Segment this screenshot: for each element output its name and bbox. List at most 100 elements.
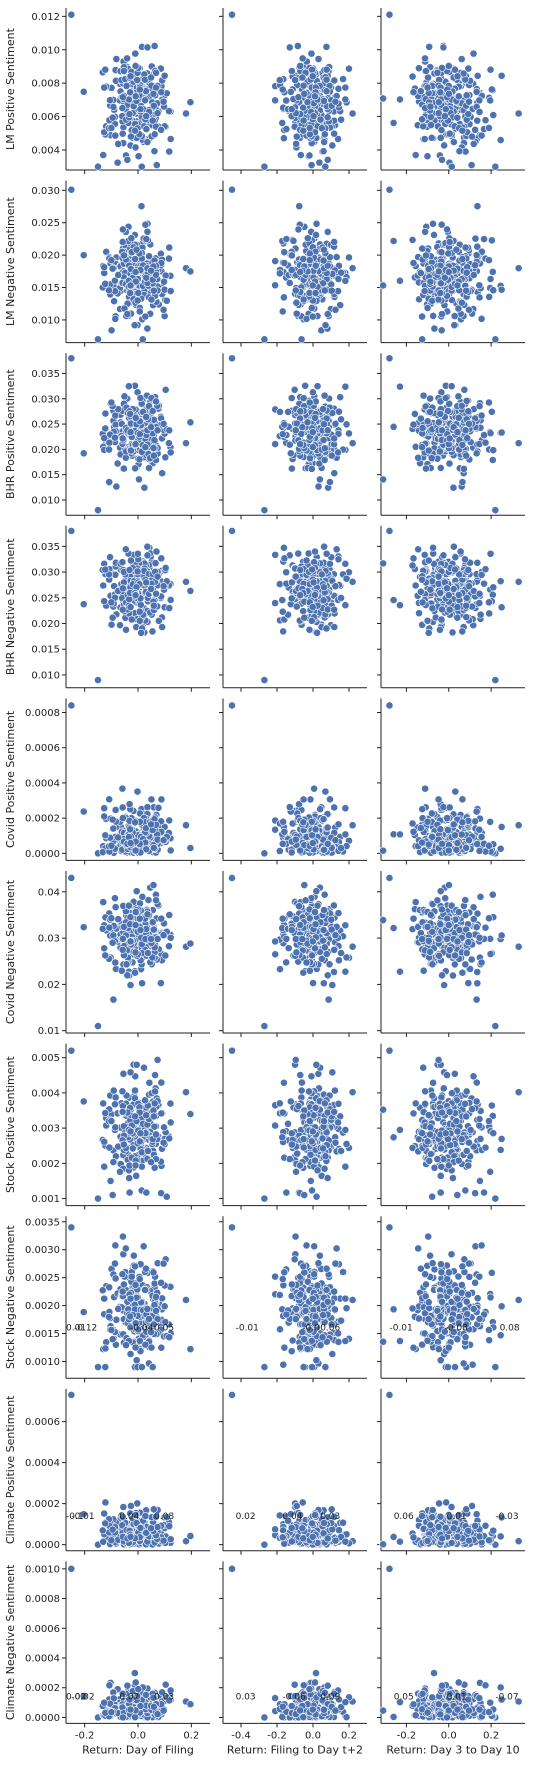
scatter-point bbox=[491, 506, 500, 515]
scatter-point bbox=[319, 815, 328, 824]
scatter-point bbox=[485, 256, 493, 265]
scatter-point bbox=[291, 286, 300, 295]
scatter-point bbox=[436, 825, 445, 834]
scatter-point bbox=[437, 248, 446, 257]
y-axis-label: Covid Negative Sentiment bbox=[4, 879, 17, 1024]
scatter-point bbox=[419, 391, 428, 400]
scatter-point bbox=[471, 817, 480, 826]
scatter-point bbox=[385, 185, 394, 194]
scatter-point bbox=[79, 923, 88, 932]
scatter-point bbox=[118, 434, 127, 443]
scatter-point bbox=[487, 407, 496, 416]
scatter-point bbox=[415, 609, 423, 618]
scatter-point bbox=[331, 419, 340, 428]
scatter-point bbox=[330, 901, 338, 910]
scatter-point bbox=[321, 162, 330, 171]
y-tick-label: 0.030 bbox=[31, 394, 60, 405]
scatter-point bbox=[137, 162, 146, 171]
scatter-point bbox=[305, 256, 314, 265]
scatter-point bbox=[411, 151, 420, 159]
scatter-point bbox=[182, 577, 190, 586]
scatter-point bbox=[280, 248, 289, 257]
scatter-point bbox=[159, 97, 168, 106]
scatter-point bbox=[282, 934, 291, 943]
scatter-point bbox=[326, 559, 334, 568]
scatter-point bbox=[162, 296, 171, 305]
scatter-point bbox=[131, 908, 140, 916]
scatter-point bbox=[428, 809, 436, 818]
panel-r3-c2 bbox=[377, 525, 525, 692]
scatter-point bbox=[299, 81, 308, 90]
scatter-point bbox=[423, 152, 432, 161]
scatter-point bbox=[452, 845, 461, 854]
scatter-point bbox=[491, 676, 500, 684]
scatter-point bbox=[100, 83, 109, 92]
scatter-point bbox=[438, 310, 446, 318]
scatter-point bbox=[278, 119, 287, 127]
scatter-point bbox=[420, 135, 429, 143]
scatter-point bbox=[79, 87, 88, 96]
scatter-point bbox=[287, 848, 296, 857]
scatter-point bbox=[326, 478, 334, 486]
scatter-point bbox=[271, 937, 280, 946]
scatter-point bbox=[149, 451, 158, 460]
scatter-point bbox=[182, 439, 190, 448]
scatter-point bbox=[457, 298, 466, 307]
scatter-point bbox=[430, 324, 439, 333]
scatter-point bbox=[322, 75, 331, 84]
scatter-point bbox=[292, 602, 301, 611]
scatter-point bbox=[471, 125, 480, 134]
scatter-point bbox=[514, 109, 523, 118]
scatter-point bbox=[436, 409, 445, 418]
scatter-point bbox=[449, 971, 457, 980]
scatter-point bbox=[436, 887, 445, 896]
scatter-point bbox=[454, 392, 463, 401]
scatter-point bbox=[334, 135, 342, 143]
scatter-point bbox=[385, 10, 394, 19]
scatter-point bbox=[323, 605, 332, 614]
scatter-point bbox=[285, 803, 294, 812]
scatter-point bbox=[428, 296, 437, 305]
scatter-point bbox=[298, 73, 307, 82]
scatter-point bbox=[438, 971, 446, 980]
scatter-point bbox=[443, 225, 451, 234]
y-tick-label: 0.004 bbox=[31, 1088, 60, 1099]
scatter-point bbox=[445, 881, 453, 890]
scatter-point bbox=[434, 98, 443, 107]
scatter-point bbox=[458, 627, 467, 636]
scatter-point bbox=[291, 426, 300, 435]
scatter-point bbox=[327, 915, 336, 924]
scatter-point bbox=[314, 482, 323, 491]
scatter-point bbox=[166, 287, 175, 295]
scatter-point bbox=[451, 553, 460, 562]
y-tick-label: 0.010 bbox=[31, 670, 60, 681]
scatter-point bbox=[453, 603, 462, 612]
scatter-point bbox=[461, 896, 470, 904]
scatter-point bbox=[422, 67, 430, 75]
scatter-point bbox=[434, 579, 443, 588]
scatter-point bbox=[348, 821, 357, 830]
scatter-point bbox=[488, 590, 497, 599]
y-axis-label: BHR Positive Sentiment bbox=[4, 369, 17, 499]
scatter-point bbox=[276, 407, 284, 416]
scatter-point bbox=[301, 896, 310, 905]
scatter-point bbox=[447, 382, 456, 391]
scatter-point bbox=[331, 305, 340, 314]
scatter-point bbox=[317, 570, 326, 579]
scatter-point bbox=[331, 931, 340, 940]
scatter-point bbox=[111, 903, 120, 912]
scatter-point bbox=[481, 923, 490, 932]
y-tick-label: 0.03 bbox=[38, 934, 60, 945]
scatter-point bbox=[307, 161, 316, 170]
scatter-point bbox=[114, 915, 123, 924]
scatter-point bbox=[461, 243, 470, 252]
scatter-point bbox=[160, 277, 168, 286]
scatter-point bbox=[275, 269, 284, 278]
scatter-point bbox=[408, 236, 417, 244]
scatter-point bbox=[141, 312, 150, 321]
scatter-point bbox=[422, 251, 430, 260]
scatter-point bbox=[271, 281, 280, 290]
scatter-point bbox=[496, 844, 505, 853]
scatter-point bbox=[331, 582, 340, 591]
scatter-point bbox=[298, 935, 307, 943]
